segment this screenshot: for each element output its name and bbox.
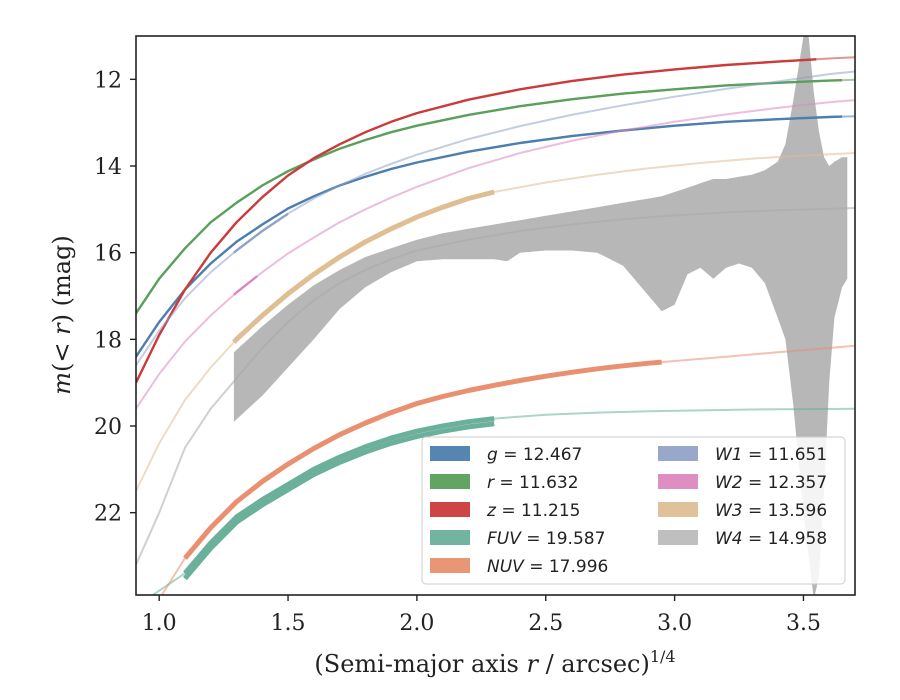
w1-legend-swatch <box>658 446 698 461</box>
w3-legend-swatch <box>658 502 698 517</box>
w4-series-line-faint <box>136 207 855 566</box>
g-legend-label: g = 12.467 <box>487 445 582 465</box>
w1-series-line <box>233 212 289 254</box>
legend-box <box>421 436 846 585</box>
y-tick-label: 16 <box>94 242 122 267</box>
x-tick-label: 3.0 <box>657 611 692 636</box>
axis-ticks: 1.0 1.5 2.0 2.5 3.0 3.5 12 14 16 18 20 22 <box>94 68 821 636</box>
legend: g = 12.467 r = 11.632 z = 11.215 FUV = 19.5… <box>421 436 846 585</box>
z-series-line <box>136 58 817 384</box>
fuv-series-line <box>183 416 495 575</box>
w2-series-line-faint <box>136 99 855 410</box>
r-legend-swatch <box>430 474 470 489</box>
y-axis-label: m(< r) (mag) <box>48 235 76 395</box>
z-legend-swatch <box>430 502 470 517</box>
x-tick-label: 1.5 <box>271 611 306 636</box>
w1-series-line-faint <box>136 70 855 366</box>
w3-series-line <box>232 189 495 344</box>
x-tick-label: 2.5 <box>528 611 563 636</box>
fuv-legend-label: FUV = 19.587 <box>487 529 605 549</box>
plot-area <box>136 36 855 595</box>
w4-legend-swatch <box>658 530 698 545</box>
w4-legend-label: W4 = 14.958 <box>715 529 827 549</box>
g-legend-swatch <box>430 446 470 461</box>
w2-legend-swatch <box>658 474 698 489</box>
g-series-line <box>136 115 843 358</box>
x-tick-label: 1.0 <box>142 611 177 636</box>
r-series-line <box>136 79 843 314</box>
r-legend-label: r = 11.632 <box>487 473 579 493</box>
nuv-series-line <box>183 359 662 560</box>
w2-legend-label: W2 = 12.357 <box>715 473 827 493</box>
nuv-series-extension <box>160 557 186 595</box>
w1-legend-label: W1 = 11.651 <box>715 445 827 465</box>
x-axis-label: (Semi-major axis r / arcsec)1/4 <box>314 647 675 678</box>
y-tick-label: 22 <box>94 502 122 527</box>
nuv-legend-label: NUV = 17.996 <box>487 557 608 577</box>
x-tick-label: 2.0 <box>399 611 434 636</box>
w3-legend-label: W3 = 13.596 <box>715 501 827 521</box>
y-tick-label: 20 <box>94 415 122 440</box>
nuv-legend-swatch <box>430 558 470 573</box>
x-tick-label: 3.5 <box>786 611 821 636</box>
y-tick-label: 14 <box>94 155 122 180</box>
y-tick-label: 18 <box>94 328 122 353</box>
fuv-series-band <box>183 421 495 581</box>
y-tick-label: 12 <box>94 68 122 93</box>
fuv-legend-swatch <box>430 530 470 545</box>
z-legend-label: z = 11.215 <box>486 501 580 521</box>
w2-series-line <box>233 275 258 296</box>
plot-frame <box>135 35 856 596</box>
